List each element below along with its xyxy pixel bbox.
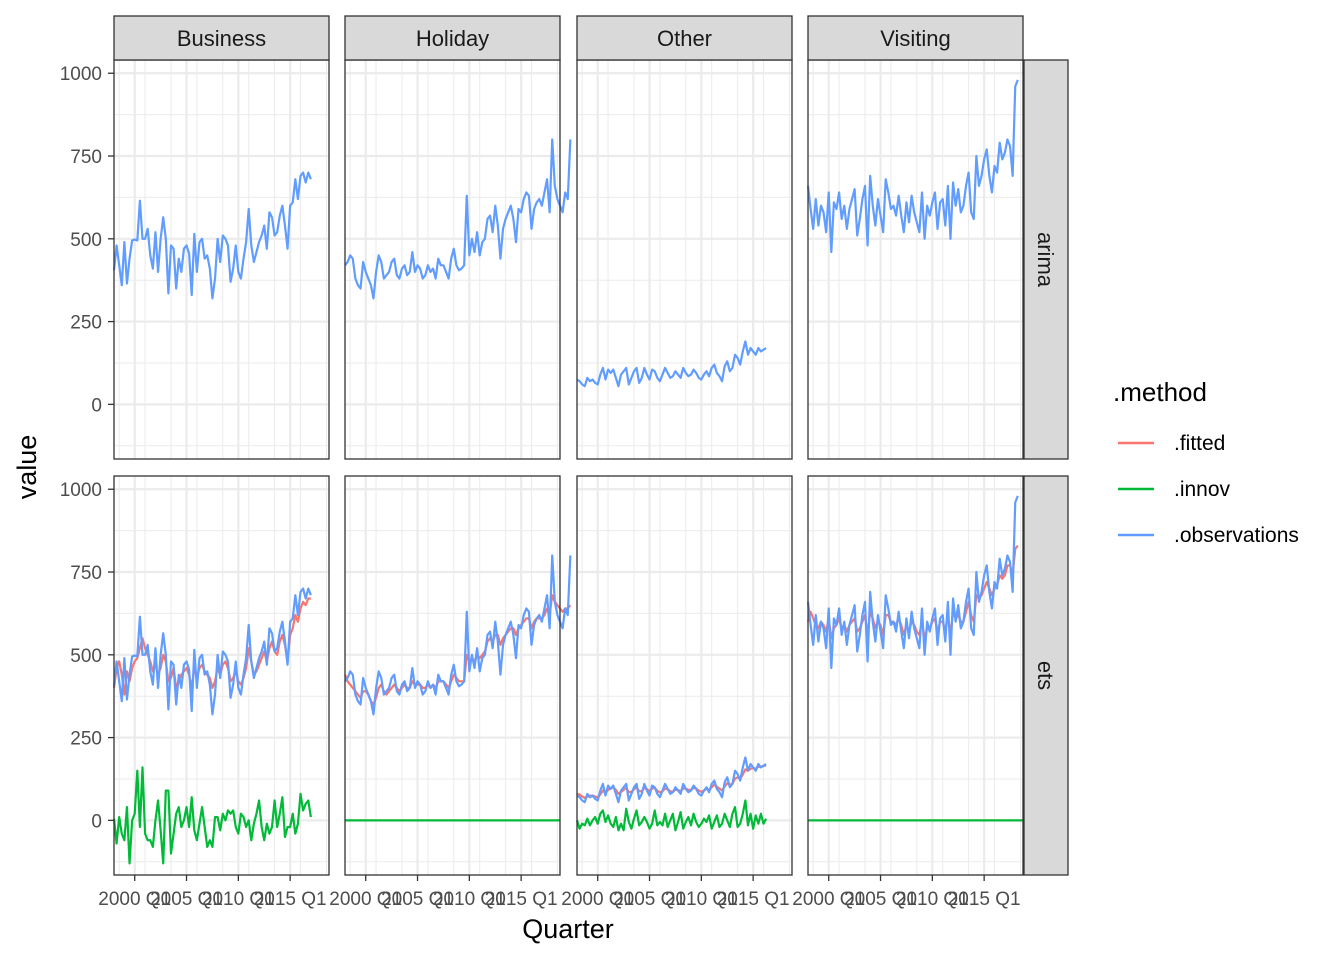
row-strip-label: arima <box>1033 232 1058 288</box>
x-tick-label: 2015 Q1 <box>254 889 327 910</box>
y-tick-label: 0 <box>91 395 102 416</box>
x-tick-label: 2000 Q1 <box>792 889 865 910</box>
row-strip-ets: ets <box>1023 475 1069 876</box>
x-tick-label: 2015 Q1 <box>485 889 558 910</box>
legend-entry-fitted: .fitted <box>1118 432 1225 455</box>
panel-border <box>576 475 793 876</box>
strips-layer: arima ets Business Holiday Other Visiting <box>113 15 1069 876</box>
panel-business-ets <box>112 475 330 876</box>
panel-business-arima <box>112 59 330 460</box>
panel-visiting-arima <box>806 59 1024 460</box>
series-innov-business <box>112 766 312 865</box>
x-tick-label: 2000 Q1 <box>98 889 171 910</box>
series-fitted-business <box>112 597 311 696</box>
panel-border <box>113 475 330 876</box>
panels-layer <box>112 59 1024 876</box>
column-strip-label: Other <box>657 26 712 51</box>
panel-holiday-arima <box>344 59 572 460</box>
legend-entries: .fitted .innov .observations <box>1118 432 1299 547</box>
column-strip-background <box>807 15 1024 61</box>
legend-entry-observations: .observations <box>1118 524 1299 547</box>
legend: .method .fitted .innov .observations <box>1113 377 1299 547</box>
series-fitted-other <box>576 764 767 799</box>
series-observations-business <box>112 171 312 300</box>
legend-entry-label: .observations <box>1174 524 1299 547</box>
y-tick-label: 500 <box>70 646 102 667</box>
panel-border <box>344 475 561 876</box>
column-strip-holiday: Holiday <box>344 15 561 61</box>
row-strip-label: ets <box>1033 661 1058 690</box>
row-strip-background <box>1023 59 1069 460</box>
series-observations-holiday <box>344 138 572 300</box>
series-observations-other <box>576 756 767 804</box>
column-strip-background <box>113 15 330 61</box>
column-strip-other: Other <box>576 15 793 61</box>
x-tick-label: 2010 Q1 <box>665 889 738 910</box>
column-strip-visiting: Visiting <box>807 15 1024 61</box>
column-strip-background <box>576 15 793 61</box>
column-strip-label: Visiting <box>880 26 951 51</box>
row-strip-background <box>1023 475 1069 876</box>
series-innov-other <box>575 799 768 832</box>
panel-other-arima <box>576 59 793 460</box>
x-tick-label: 2015 Q1 <box>717 889 790 910</box>
column-strip-label: Business <box>177 26 266 51</box>
y-tick-label: 500 <box>70 230 102 251</box>
x-tick-label: 2005 Q1 <box>844 889 917 910</box>
panel-background <box>577 476 792 875</box>
y-tick-label: 1000 <box>60 64 102 85</box>
panel-background <box>808 60 1023 459</box>
y-tick-label: 0 <box>91 811 102 832</box>
series-observations-business <box>112 587 312 716</box>
series-observations-other <box>576 340 767 388</box>
panel-background <box>808 476 1023 875</box>
x-tick-label: 2010 Q1 <box>433 889 506 910</box>
x-tick-label: 2010 Q1 <box>202 889 275 910</box>
x-tick-label: 2005 Q1 <box>150 889 223 910</box>
x-axis-title: Quarter <box>522 914 614 944</box>
panel-border <box>807 475 1024 876</box>
panel-holiday-ets <box>343 475 572 876</box>
legend-entry-label: .innov <box>1174 478 1231 501</box>
panel-other-ets <box>575 475 793 876</box>
column-strip-label: Holiday <box>416 26 489 51</box>
x-tick-label: 2015 Q1 <box>948 889 1021 910</box>
legend-entry-innov: .innov <box>1118 478 1231 501</box>
x-tick-label: 2000 Q1 <box>561 889 634 910</box>
column-strip-background <box>344 15 561 61</box>
y-tick-label: 250 <box>70 729 102 750</box>
series-observations-holiday <box>344 554 572 716</box>
legend-title: .method <box>1113 377 1207 407</box>
x-tick-label: 2000 Q1 <box>329 889 402 910</box>
column-strip-business: Business <box>113 15 330 61</box>
y-tick-label: 750 <box>70 563 102 584</box>
y-tick-label: 750 <box>70 147 102 168</box>
x-tick-label: 2010 Q1 <box>896 889 969 910</box>
x-tick-label: 2005 Q1 <box>381 889 454 910</box>
panel-visiting-ets <box>806 475 1024 876</box>
series-observations-visiting <box>806 495 1019 670</box>
legend-entry-label: .fitted <box>1174 432 1225 455</box>
y-tick-label: 1000 <box>60 480 102 501</box>
y-axis-title: value <box>12 435 42 500</box>
row-strip-arima: arima <box>1023 59 1069 460</box>
panel-background <box>577 60 792 459</box>
y-tick-label: 250 <box>70 313 102 334</box>
series-observations-visiting <box>806 79 1019 254</box>
x-tick-label: 2005 Q1 <box>613 889 686 910</box>
